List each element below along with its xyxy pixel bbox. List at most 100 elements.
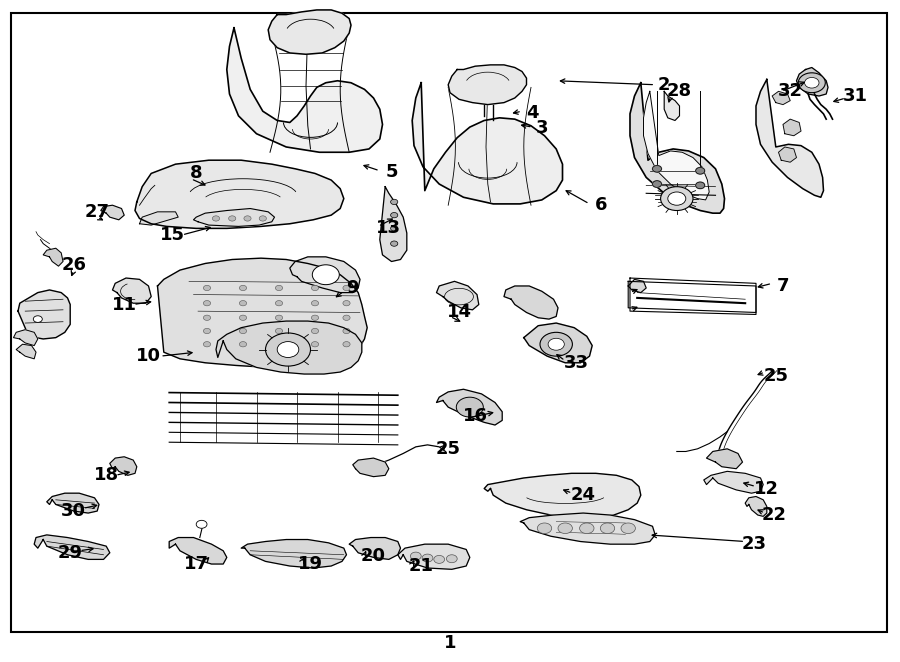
Text: 16: 16	[463, 406, 488, 425]
Circle shape	[805, 77, 819, 88]
Circle shape	[275, 301, 283, 306]
Circle shape	[391, 226, 398, 231]
Circle shape	[580, 523, 594, 534]
Polygon shape	[706, 449, 742, 469]
Polygon shape	[169, 538, 227, 564]
Circle shape	[244, 216, 251, 221]
Circle shape	[661, 187, 693, 211]
Text: 5: 5	[385, 163, 398, 181]
Polygon shape	[484, 473, 641, 518]
Polygon shape	[140, 212, 178, 225]
Circle shape	[203, 315, 211, 320]
Text: 27: 27	[85, 203, 110, 221]
Polygon shape	[436, 281, 479, 310]
Text: 15: 15	[160, 226, 185, 244]
Circle shape	[696, 182, 705, 189]
Text: 30: 30	[61, 502, 86, 520]
Circle shape	[311, 301, 319, 306]
Circle shape	[311, 315, 319, 320]
Polygon shape	[241, 540, 346, 568]
Polygon shape	[14, 330, 38, 346]
Polygon shape	[34, 535, 110, 559]
Text: 19: 19	[298, 555, 323, 573]
Text: 14: 14	[446, 303, 472, 322]
Polygon shape	[110, 457, 137, 475]
Polygon shape	[194, 209, 274, 226]
Circle shape	[621, 523, 635, 534]
Polygon shape	[353, 458, 389, 477]
Polygon shape	[135, 160, 344, 228]
Polygon shape	[398, 544, 470, 569]
Text: 1: 1	[444, 634, 456, 653]
Circle shape	[275, 342, 283, 347]
Circle shape	[266, 333, 310, 366]
Circle shape	[203, 342, 211, 347]
Text: 13: 13	[376, 219, 401, 238]
Circle shape	[203, 328, 211, 334]
Polygon shape	[630, 83, 725, 213]
Circle shape	[343, 301, 350, 306]
Circle shape	[798, 73, 825, 93]
Polygon shape	[772, 91, 790, 105]
Circle shape	[548, 338, 564, 350]
Circle shape	[422, 554, 433, 562]
Circle shape	[652, 166, 662, 172]
Text: 6: 6	[595, 196, 608, 214]
Circle shape	[239, 285, 247, 291]
Polygon shape	[436, 389, 502, 425]
Text: 18: 18	[94, 466, 119, 485]
Text: 11: 11	[112, 295, 137, 314]
Text: 22: 22	[761, 506, 787, 524]
Polygon shape	[158, 258, 367, 367]
Polygon shape	[268, 10, 351, 54]
Circle shape	[391, 199, 398, 205]
Text: 2: 2	[658, 75, 670, 94]
Polygon shape	[796, 68, 828, 96]
Circle shape	[239, 328, 247, 334]
Circle shape	[434, 555, 445, 563]
Text: 26: 26	[61, 256, 86, 274]
Text: 4: 4	[526, 103, 539, 122]
Polygon shape	[101, 205, 124, 220]
Polygon shape	[756, 79, 824, 197]
Circle shape	[203, 301, 211, 306]
Text: 10: 10	[136, 347, 161, 365]
Polygon shape	[745, 496, 767, 516]
Circle shape	[311, 328, 319, 334]
Circle shape	[391, 213, 398, 218]
Circle shape	[239, 301, 247, 306]
Polygon shape	[227, 28, 382, 152]
Text: 8: 8	[190, 164, 203, 183]
Polygon shape	[216, 321, 362, 374]
Text: 7: 7	[777, 277, 789, 295]
Circle shape	[410, 552, 421, 560]
Text: 20: 20	[361, 547, 386, 565]
Polygon shape	[783, 119, 801, 136]
Polygon shape	[112, 278, 151, 303]
Circle shape	[311, 342, 319, 347]
Text: 28: 28	[667, 82, 692, 101]
Polygon shape	[16, 344, 36, 359]
Text: 32: 32	[778, 82, 803, 101]
Circle shape	[343, 285, 350, 291]
Polygon shape	[778, 147, 796, 162]
Text: 12: 12	[754, 479, 779, 498]
Text: 3: 3	[536, 119, 548, 138]
Text: 31: 31	[842, 87, 868, 105]
Circle shape	[558, 523, 572, 534]
Circle shape	[391, 241, 398, 246]
Circle shape	[652, 181, 662, 187]
Circle shape	[312, 265, 339, 285]
Text: 25: 25	[436, 440, 461, 458]
Circle shape	[259, 216, 266, 221]
Circle shape	[275, 315, 283, 320]
Circle shape	[668, 192, 686, 205]
Circle shape	[196, 520, 207, 528]
Text: 9: 9	[346, 279, 359, 297]
Circle shape	[343, 315, 350, 320]
Circle shape	[696, 167, 705, 174]
Circle shape	[229, 216, 236, 221]
Polygon shape	[47, 493, 99, 513]
Polygon shape	[628, 279, 646, 293]
Polygon shape	[349, 538, 400, 559]
